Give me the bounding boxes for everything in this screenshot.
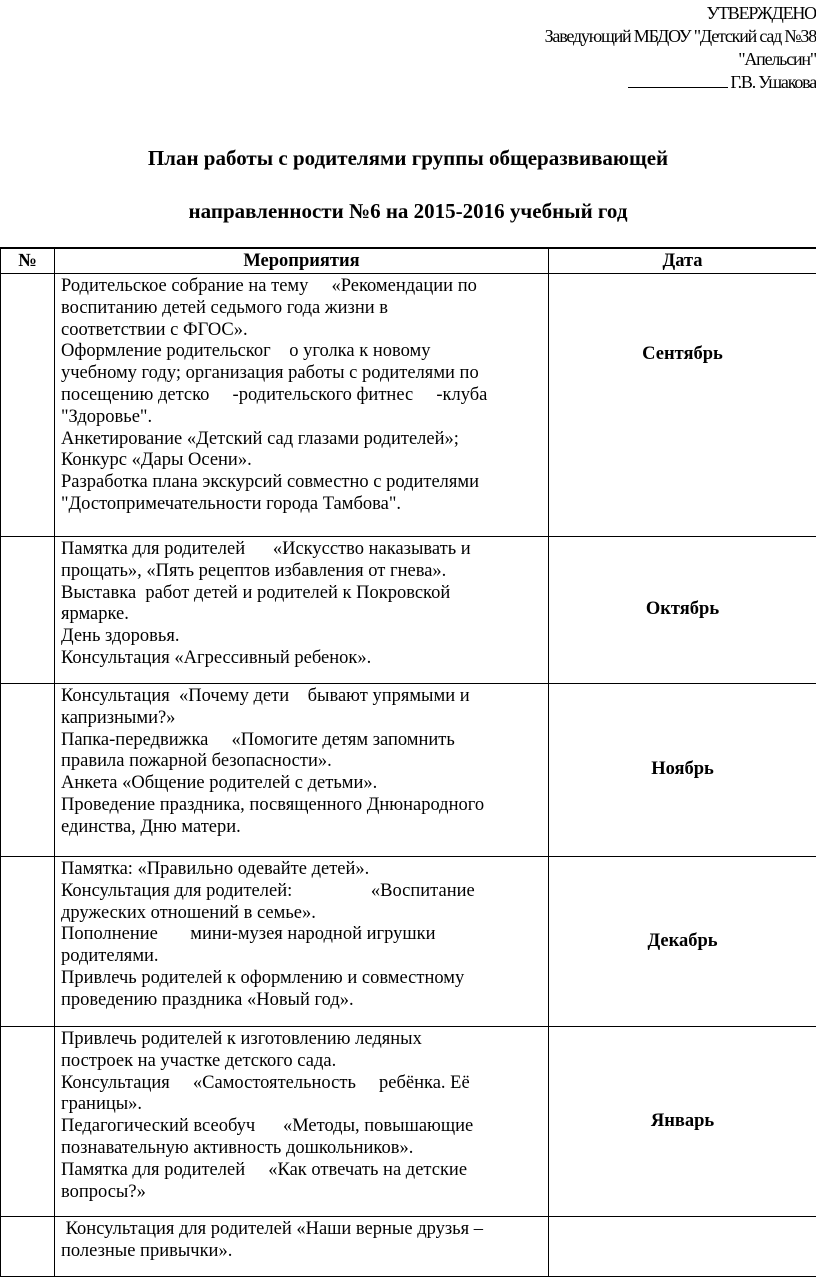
approval-position: Заведующий МБДОУ "Детский сад №38 — [545, 25, 816, 48]
event-line: прощать», «Пять рецептов избавления от г… — [61, 561, 544, 583]
event-line: "Достопримечательности города Тамбова". — [61, 494, 544, 516]
event-line: проведению праздника «Новый год». — [61, 990, 544, 1012]
event-line: Проведение праздника, посвященного Днюна… — [61, 795, 544, 817]
row-date: Декабрь — [549, 857, 816, 1027]
event-line: Анкетирование «Детский сад глазами родит… — [61, 429, 544, 451]
event-line: Памятка: «Правильно одевайте детей». — [61, 859, 544, 881]
event-line: вопросы?» — [61, 1182, 544, 1204]
row-events: Памятка: «Правильно одевайте детей».Конс… — [55, 857, 549, 1027]
event-line: День здоровья. — [61, 626, 544, 648]
table-row: Привлечь родителей к изготовлению ледяны… — [1, 1027, 816, 1217]
table-row: Памятка: «Правильно одевайте детей».Конс… — [1, 857, 816, 1027]
row-events: Привлечь родителей к изготовлению ледяны… — [55, 1027, 549, 1217]
event-line: Привлечь родителей к изготовлению ледяны… — [61, 1029, 544, 1051]
event-line: Консультация для родителей «Наши верные … — [61, 1219, 544, 1241]
row-number — [1, 1027, 55, 1217]
event-line: "Здоровье". — [61, 407, 544, 429]
approval-block: УТВЕРЖДЕНО Заведующий МБДОУ "Детский сад… — [545, 2, 816, 94]
event-line: Консультация «Самостоятельность ребёнка.… — [61, 1073, 544, 1095]
event-line: ярмарке. — [61, 604, 544, 626]
row-events: Консультация «Почему дети бывают упрямым… — [55, 684, 549, 857]
event-line: посещению детско -родительского фитнес -… — [61, 385, 544, 407]
approval-signer: Г.В. Ушакова — [730, 72, 816, 92]
event-line: построек на участке детского сада. — [61, 1051, 544, 1073]
row-number — [1, 684, 55, 857]
event-line: родителями. — [61, 946, 544, 968]
event-line: Оформление родительског о уголка к новом… — [61, 341, 544, 363]
row-number — [1, 537, 55, 684]
event-line: Консультация «Агрессивный ребенок». — [61, 648, 544, 670]
event-line: полезные привычки». — [61, 1241, 544, 1263]
row-events: Родительское собрание на тему «Рекоменда… — [55, 274, 549, 537]
event-line: Пополнение мини-музея народной игрушки — [61, 924, 544, 946]
row-number — [1, 857, 55, 1027]
event-line: Памятка для родителей «Искусство наказыв… — [61, 539, 544, 561]
row-events: Памятка для родителей «Искусство наказыв… — [55, 537, 549, 684]
event-line: Консультация для родителей: «Воспитание — [61, 881, 544, 903]
table-row: Памятка для родителей «Искусство наказыв… — [1, 537, 816, 684]
row-number — [1, 274, 55, 537]
event-line: единства, Дню матери. — [61, 817, 544, 839]
event-line: познавательную активность дошкольников». — [61, 1138, 544, 1160]
signature-line — [628, 73, 728, 88]
approval-heading: УТВЕРЖДЕНО — [545, 2, 816, 25]
table-row: Родительское собрание на тему «Рекоменда… — [1, 274, 816, 537]
header-number: № — [1, 248, 55, 274]
event-line: границы». — [61, 1094, 544, 1116]
page-title-line-2: направленности №6 на 2015-2016 учебный г… — [0, 199, 816, 224]
event-line: капризными?» — [61, 708, 544, 730]
event-line: Педагогический всеобуч «Методы, повышающ… — [61, 1116, 544, 1138]
event-line: воспитанию детей седьмого года жизни в — [61, 298, 544, 320]
table-header-row: № Мероприятия Дата — [1, 248, 816, 274]
event-line: Родительское собрание на тему «Рекоменда… — [61, 276, 544, 298]
header-date: Дата — [549, 248, 816, 274]
event-line: Конкурс «Дары Осени». — [61, 450, 544, 472]
plan-table: № Мероприятия Дата Родительское собрание… — [0, 247, 816, 1277]
page-title-line-1: План работы с родителями группы общеразв… — [0, 146, 816, 171]
event-line: Разработка плана экскурсий совместно с р… — [61, 472, 544, 494]
header-events: Мероприятия — [55, 248, 549, 274]
row-date: Ноябрь — [549, 684, 816, 857]
row-date: Сентябрь — [549, 274, 816, 537]
event-line: Консультация «Почему дети бывают упрямым… — [61, 686, 544, 708]
approval-org: "Апельсин" — [545, 48, 816, 71]
event-line: Выставка работ детей и родителей к Покро… — [61, 583, 544, 605]
event-line: дружеских отношений в семье». — [61, 903, 544, 925]
event-line: Папка-передвижка «Помогите детям запомни… — [61, 730, 544, 752]
approval-signature: Г.В. Ушакова — [545, 71, 816, 94]
event-line: правила пожарной безопасности». — [61, 751, 544, 773]
event-line: Привлечь родителей к оформлению и совмес… — [61, 968, 544, 990]
event-line: соответствии с ФГОС». — [61, 320, 544, 342]
event-line: Анкета «Общение родителей с детьми». — [61, 773, 544, 795]
table-row: Консультация «Почему дети бывают упрямым… — [1, 684, 816, 857]
event-line: учебному году; организация работы с роди… — [61, 363, 544, 385]
row-date: Январь — [549, 1027, 816, 1217]
row-date: Октябрь — [549, 537, 816, 684]
event-line: Памятка для родителей «Как отвечать на д… — [61, 1160, 544, 1182]
